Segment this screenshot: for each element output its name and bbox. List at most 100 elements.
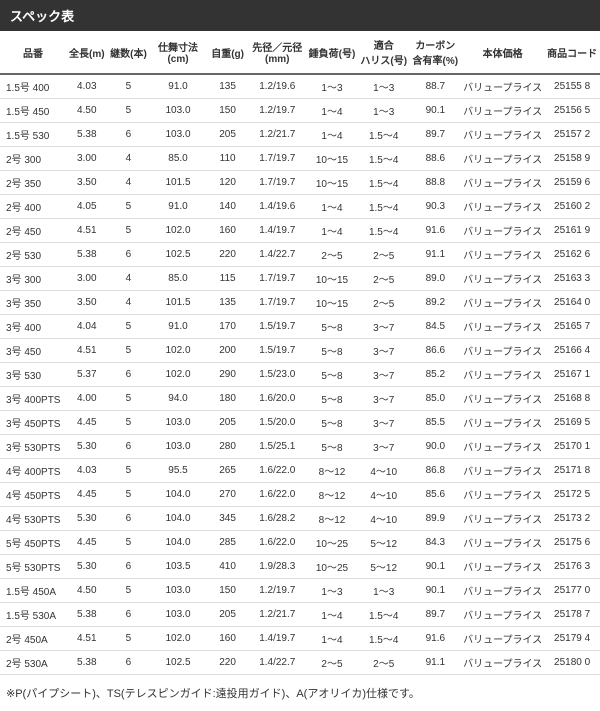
- table-cell: 85.0: [410, 387, 462, 411]
- table-cell: 10～25: [306, 555, 358, 579]
- col-header: カーボン 含有率(%): [410, 31, 462, 74]
- table-cell: 5～8: [306, 339, 358, 363]
- table-cell: 5.37: [66, 363, 108, 387]
- table-cell: 4～10: [358, 483, 410, 507]
- table-cell: 3～7: [358, 411, 410, 435]
- table-cell: 4: [108, 147, 150, 171]
- table-cell: 1.2/21.7: [248, 603, 306, 627]
- table-cell: 88.8: [410, 171, 462, 195]
- col-header: 先径／元径 (mm): [248, 31, 306, 74]
- table-cell: 85.5: [410, 411, 462, 435]
- table-row: 3号 4504.515102.02001.5/19.75～83～786.6バリュ…: [0, 339, 600, 363]
- table-cell: 25162 6: [544, 243, 600, 267]
- table-cell: 1.5/19.7: [248, 339, 306, 363]
- table-cell: 1.5号 450A: [0, 579, 66, 603]
- table-cell: 2～5: [306, 651, 358, 675]
- table-cell: 4.45: [66, 483, 108, 507]
- table-cell: 150: [207, 99, 249, 123]
- table-cell: 10～15: [306, 171, 358, 195]
- table-cell: 25175 6: [544, 531, 600, 555]
- table-cell: 1.5/25.1: [248, 435, 306, 459]
- table-cell: 3.50: [66, 171, 108, 195]
- table-cell: 25176 3: [544, 555, 600, 579]
- table-cell: 5: [108, 531, 150, 555]
- table-cell: 3～7: [358, 435, 410, 459]
- table-cell: 2号 350: [0, 171, 66, 195]
- table-cell: 10～15: [306, 291, 358, 315]
- table-cell: 2～5: [358, 267, 410, 291]
- spec-table-title: スペック表: [0, 0, 600, 31]
- table-cell: 6: [108, 123, 150, 147]
- table-cell: バリュープライス: [461, 74, 544, 99]
- table-cell: 1.9/28.3: [248, 555, 306, 579]
- table-cell: バリュープライス: [461, 411, 544, 435]
- table-cell: 410: [207, 555, 249, 579]
- table-cell: 84.3: [410, 531, 462, 555]
- table-cell: 104.0: [149, 531, 207, 555]
- table-cell: 5号 530PTS: [0, 555, 66, 579]
- table-row: 1.5号 4504.505103.01501.2/19.71～41～390.1バ…: [0, 99, 600, 123]
- table-cell: 1.5/23.0: [248, 363, 306, 387]
- table-cell: 1.5～4: [358, 219, 410, 243]
- table-cell: 25157 2: [544, 123, 600, 147]
- table-cell: 120: [207, 171, 249, 195]
- table-row: 2号 5305.386102.52201.4/22.72～52～591.1バリュ…: [0, 243, 600, 267]
- table-cell: 6: [108, 555, 150, 579]
- spec-table: 品番全長(m)継数(本)仕舞寸法(cm)自重(g)先径／元径 (mm)錘負荷(号…: [0, 31, 600, 675]
- table-cell: 5.38: [66, 603, 108, 627]
- table-cell: 1～3: [358, 99, 410, 123]
- table-row: 3号 450PTS4.455103.02051.5/20.05～83～785.5…: [0, 411, 600, 435]
- table-cell: 86.6: [410, 339, 462, 363]
- table-cell: 5～12: [358, 531, 410, 555]
- table-cell: 5.30: [66, 555, 108, 579]
- table-cell: 1.2/21.7: [248, 123, 306, 147]
- table-row: 4号 450PTS4.455104.02701.6/22.08～124～1085…: [0, 483, 600, 507]
- table-row: 2号 530A5.386102.52201.4/22.72～52～591.1バリ…: [0, 651, 600, 675]
- col-header: 自重(g): [207, 31, 249, 74]
- table-cell: 90.1: [410, 579, 462, 603]
- table-cell: 5～8: [306, 363, 358, 387]
- table-cell: 1.5～4: [358, 147, 410, 171]
- table-cell: 104.0: [149, 507, 207, 531]
- table-cell: 25179 4: [544, 627, 600, 651]
- table-cell: 5: [108, 483, 150, 507]
- table-cell: 2号 450: [0, 219, 66, 243]
- table-cell: 280: [207, 435, 249, 459]
- table-cell: 85.2: [410, 363, 462, 387]
- table-cell: 91.6: [410, 219, 462, 243]
- table-cell: バリュープライス: [461, 387, 544, 411]
- table-cell: 5～8: [306, 387, 358, 411]
- table-cell: 8～12: [306, 483, 358, 507]
- table-cell: 89.0: [410, 267, 462, 291]
- table-cell: 4.45: [66, 531, 108, 555]
- table-cell: 1.7/19.7: [248, 267, 306, 291]
- table-cell: 25164 0: [544, 291, 600, 315]
- table-cell: 1～4: [306, 123, 358, 147]
- table-cell: 4～10: [358, 507, 410, 531]
- table-cell: バリュープライス: [461, 579, 544, 603]
- table-row: 3号 5305.376102.02901.5/23.05～83～785.2バリュ…: [0, 363, 600, 387]
- table-cell: 265: [207, 459, 249, 483]
- table-cell: 6: [108, 363, 150, 387]
- table-cell: 5.38: [66, 651, 108, 675]
- table-cell: 25160 2: [544, 195, 600, 219]
- table-row: 1.5号 450A4.505103.01501.2/19.71～31～390.1…: [0, 579, 600, 603]
- table-cell: 1.5号 400: [0, 74, 66, 99]
- table-cell: 101.5: [149, 291, 207, 315]
- table-cell: 1～4: [306, 99, 358, 123]
- table-cell: 91.0: [149, 74, 207, 99]
- table-cell: 1.7/19.7: [248, 291, 306, 315]
- table-cell: 90.0: [410, 435, 462, 459]
- table-cell: 4: [108, 291, 150, 315]
- table-cell: 103.0: [149, 603, 207, 627]
- table-cell: 90.1: [410, 99, 462, 123]
- table-cell: 1～4: [306, 603, 358, 627]
- table-cell: バリュープライス: [461, 339, 544, 363]
- table-cell: 8～12: [306, 507, 358, 531]
- table-row: 3号 3503.504101.51351.7/19.710～152～589.2バ…: [0, 291, 600, 315]
- table-cell: 200: [207, 339, 249, 363]
- col-header: 商品コード: [544, 31, 600, 74]
- table-cell: 4.51: [66, 627, 108, 651]
- table-cell: 103.5: [149, 555, 207, 579]
- table-cell: 84.5: [410, 315, 462, 339]
